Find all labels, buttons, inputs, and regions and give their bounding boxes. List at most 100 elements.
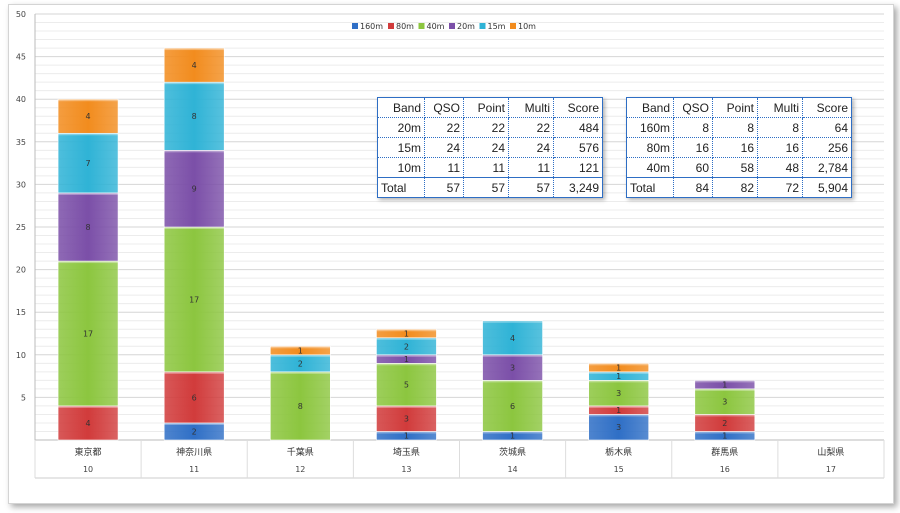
table-header-cell: QSO bbox=[673, 97, 713, 118]
table-cell: 57 bbox=[508, 177, 554, 198]
table-row: 15m 24 24 24 576 bbox=[377, 137, 603, 158]
data-label: 1 bbox=[616, 406, 621, 415]
table-cell: 57 bbox=[463, 177, 509, 198]
table-cell: 16 bbox=[712, 137, 758, 158]
x-tick-label: 群馬県 bbox=[711, 446, 738, 458]
table-header-cell: Point bbox=[463, 97, 509, 118]
bar-segment bbox=[163, 47, 225, 83]
data-label: 1 bbox=[404, 432, 409, 441]
bar-segment bbox=[588, 414, 649, 441]
legend-label: 20m bbox=[457, 22, 475, 31]
data-label: 1 bbox=[722, 432, 727, 441]
data-label: 2 bbox=[192, 427, 197, 436]
data-label: 3 bbox=[722, 398, 727, 407]
table-cell: 40m bbox=[626, 157, 674, 178]
data-label: 9 bbox=[192, 185, 197, 194]
data-label: 1 bbox=[722, 381, 727, 390]
data-label: 8 bbox=[298, 402, 303, 411]
bar-segment bbox=[57, 98, 119, 134]
bar-segment-highlight bbox=[58, 261, 119, 264]
table-cell: 5,904 bbox=[802, 177, 852, 198]
bar-segment bbox=[57, 192, 119, 262]
table-header-cell: Band bbox=[626, 97, 674, 118]
x-tick-label: 神奈川県 bbox=[176, 446, 212, 458]
bar-segment-highlight bbox=[270, 346, 331, 349]
bar-segment-highlight bbox=[482, 380, 543, 383]
bar-segment bbox=[163, 226, 225, 373]
legend-label: 15m bbox=[488, 22, 506, 31]
bar-segment-highlight bbox=[376, 329, 437, 332]
table-row: 10m 11 11 11 121 bbox=[377, 157, 603, 178]
y-tick-label: 30 bbox=[16, 180, 26, 189]
data-label: 1 bbox=[298, 347, 303, 356]
table-cell: 58 bbox=[712, 157, 758, 178]
x-tick-label: 埼玉県 bbox=[393, 446, 420, 458]
table-cell: 3,249 bbox=[553, 177, 603, 198]
y-tick-label: 35 bbox=[16, 138, 26, 147]
table-cell: 57 bbox=[424, 177, 464, 198]
data-label: 1 bbox=[510, 432, 515, 441]
bar-segment-highlight bbox=[588, 380, 649, 383]
x-tick-label: 東京都 bbox=[75, 446, 102, 458]
y-tick-label: 10 bbox=[16, 351, 26, 360]
y-tick-label: 50 bbox=[16, 10, 26, 19]
bar-segment-highlight bbox=[588, 363, 649, 366]
legend-label: 160m bbox=[360, 22, 383, 31]
table-cell: 8 bbox=[712, 117, 758, 138]
table-cell: 22 bbox=[463, 117, 509, 138]
category-code-label: 11 bbox=[189, 465, 199, 474]
legend-label: 40m bbox=[427, 22, 445, 31]
category-code-label: 13 bbox=[401, 465, 411, 474]
table-cell: 72 bbox=[757, 177, 803, 198]
table-cell: Total bbox=[377, 177, 425, 198]
table-cell: 84 bbox=[673, 177, 713, 198]
data-label: 6 bbox=[192, 393, 197, 402]
data-label: 17 bbox=[189, 295, 199, 304]
data-label: 2 bbox=[722, 419, 727, 428]
y-tick-label: 20 bbox=[16, 266, 26, 275]
bar-segment bbox=[270, 371, 331, 441]
data-label: 4 bbox=[192, 61, 197, 70]
table-header-row: Band QSO Point Multi Score bbox=[377, 97, 603, 118]
table-header-cell: Point bbox=[712, 97, 758, 118]
bar-segment-highlight bbox=[58, 192, 119, 195]
bar-segment bbox=[588, 380, 649, 407]
table-row: 40m 60 58 48 2,784 bbox=[626, 157, 852, 178]
table-cell: 22 bbox=[424, 117, 464, 138]
data-label: 1 bbox=[404, 330, 409, 339]
bar-segment-highlight bbox=[694, 414, 755, 417]
legend-swatch bbox=[510, 23, 516, 29]
x-tick-label: 千葉県 bbox=[287, 446, 314, 458]
table-row: 160m 8 8 8 64 bbox=[626, 117, 852, 138]
data-label: 3 bbox=[510, 364, 515, 373]
bar-segment-highlight bbox=[58, 133, 119, 136]
bar-segment-highlight bbox=[58, 99, 119, 102]
bar-segment-highlight bbox=[588, 371, 649, 374]
data-label: 1 bbox=[404, 355, 409, 364]
data-label: 1 bbox=[616, 372, 621, 381]
bar-segment bbox=[270, 345, 331, 356]
x-tick-label: 栃木県 bbox=[605, 446, 632, 458]
table-cell: 64 bbox=[802, 117, 852, 138]
bar-segment-highlight bbox=[376, 405, 437, 408]
bar-segment bbox=[482, 320, 543, 356]
category-code-label: 14 bbox=[507, 465, 517, 474]
table-cell: 24 bbox=[463, 137, 509, 158]
bar-segment bbox=[376, 363, 437, 407]
bar-segment-highlight bbox=[164, 422, 225, 425]
table-header-cell: QSO bbox=[424, 97, 464, 118]
score-table-low-bands: Band QSO Point Multi Score 160m 8 8 8 64 80m 16 16 16… bbox=[626, 97, 852, 198]
category-code-label: 16 bbox=[720, 465, 730, 474]
data-label: 6 bbox=[510, 402, 515, 411]
bar-segment bbox=[163, 371, 225, 424]
bar-segment-highlight bbox=[376, 363, 437, 366]
category-code-label: 15 bbox=[614, 465, 624, 474]
table-cell: 8 bbox=[673, 117, 713, 138]
table-cell: 10m bbox=[377, 157, 425, 178]
table-header-cell: Score bbox=[553, 97, 603, 118]
bar-segment-highlight bbox=[164, 150, 225, 153]
bar-segment-highlight bbox=[588, 414, 649, 417]
table-row: Total 57 57 57 3,249 bbox=[377, 177, 603, 198]
table-cell: 60 bbox=[673, 157, 713, 178]
